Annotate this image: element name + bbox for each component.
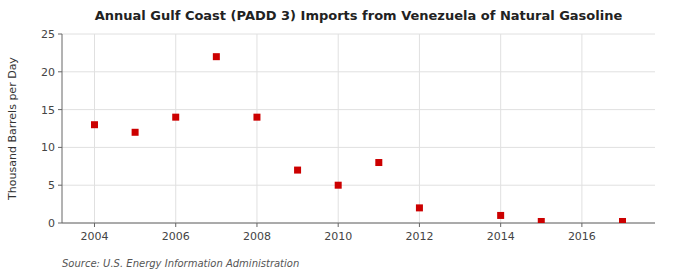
x-tick — [500, 223, 501, 227]
x-tick — [338, 223, 339, 227]
point — [172, 114, 179, 121]
x-tick-label: 2004 — [80, 230, 108, 243]
y-tick — [58, 34, 62, 35]
chart-title: Annual Gulf Coast (PADD 3) Imports from … — [95, 8, 623, 23]
y-grid-line — [62, 109, 655, 110]
x-grid-line — [338, 34, 339, 223]
y-tick — [58, 109, 62, 110]
point — [375, 159, 382, 166]
y-grid-line — [62, 223, 655, 224]
y-tick — [58, 147, 62, 148]
point — [132, 129, 139, 136]
point — [416, 204, 423, 211]
y-grid-line — [62, 71, 655, 72]
grid — [62, 34, 655, 223]
x-tick-label: 2014 — [487, 230, 515, 243]
points — [91, 53, 626, 223]
chart-svg: Annual Gulf Coast (PADD 3) Imports from … — [0, 0, 675, 275]
x-axis-line — [62, 223, 655, 224]
point — [213, 53, 220, 60]
y-tick — [58, 71, 62, 72]
x-grid-line — [94, 34, 95, 223]
x-tick-label: 2008 — [243, 230, 271, 243]
x-tick — [419, 223, 420, 227]
y-tick-label: 0 — [48, 217, 55, 230]
x-tick-label: 2010 — [324, 230, 352, 243]
point — [294, 167, 301, 174]
x-tick — [94, 223, 95, 227]
point — [335, 182, 342, 189]
x-grid-line — [175, 34, 176, 223]
axes: 0 5 10 15 20 25 2004 2006 2008 2010 2012 2014 2016 — [41, 28, 655, 243]
x-tick-label: 2006 — [162, 230, 190, 243]
y-tick-label: 15 — [41, 104, 55, 117]
point — [91, 121, 98, 128]
x-tick — [581, 223, 582, 227]
x-tick — [175, 223, 176, 227]
x-grid-line — [419, 34, 420, 223]
y-tick — [58, 223, 62, 224]
source-note: Source: U.S. Energy Information Administ… — [62, 258, 299, 269]
y-grid-line — [62, 34, 655, 35]
point — [253, 114, 260, 121]
y-tick-label: 10 — [41, 141, 55, 154]
chart-container: Annual Gulf Coast (PADD 3) Imports from … — [0, 0, 675, 275]
x-tick-label: 2012 — [405, 230, 433, 243]
y-tick-label: 25 — [41, 28, 55, 41]
y-tick-label: 5 — [48, 179, 55, 192]
y-axis-label: Thousand Barrels per Day — [6, 57, 19, 201]
y-tick — [58, 185, 62, 186]
y-axis-line — [62, 34, 63, 223]
point — [619, 218, 626, 223]
point — [538, 218, 545, 223]
x-grid-line — [500, 34, 501, 223]
y-grid-line — [62, 185, 655, 186]
x-grid-line — [581, 34, 582, 223]
x-tick — [256, 223, 257, 227]
x-tick-label: 2016 — [568, 230, 596, 243]
x-grid-line — [256, 34, 257, 223]
y-tick-label: 20 — [41, 66, 55, 79]
y-grid-line — [62, 147, 655, 148]
point — [497, 212, 504, 219]
